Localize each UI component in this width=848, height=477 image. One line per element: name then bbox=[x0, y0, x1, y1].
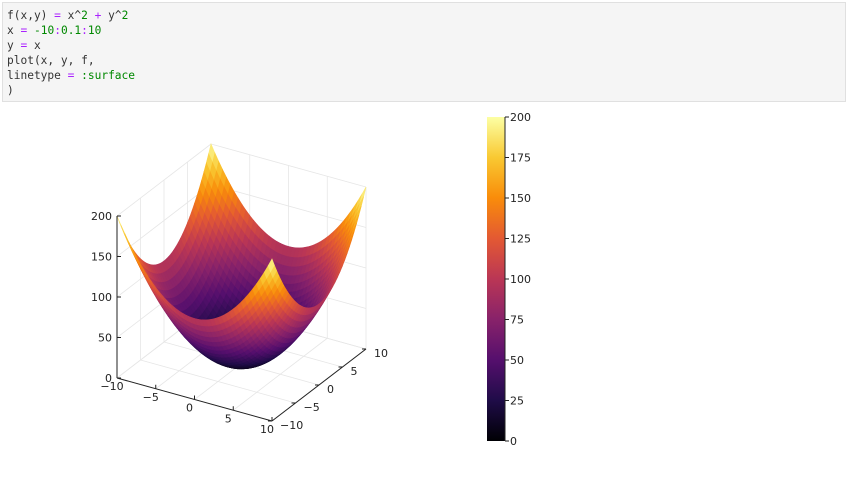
code-line-5: linetype = :surface bbox=[7, 68, 135, 83]
code-token: y bbox=[7, 39, 20, 52]
colorbar-tick-label: 125 bbox=[510, 233, 531, 246]
x-tick-label: 5 bbox=[225, 412, 232, 425]
colorbar: 0 25 50 75 100 125 150 175 200 bbox=[487, 111, 531, 448]
z-tick-label: 100 bbox=[91, 291, 112, 304]
code-token: : bbox=[54, 24, 61, 37]
y-tick-label: −10 bbox=[280, 419, 303, 432]
code-token: :surface bbox=[81, 69, 135, 82]
z-tick-label: 200 bbox=[91, 210, 112, 223]
x-tick-label: −5 bbox=[143, 391, 159, 404]
code-token: = bbox=[54, 9, 61, 22]
x-tick-label: 10 bbox=[260, 423, 274, 436]
colorbar-tick-label: 50 bbox=[510, 354, 524, 367]
code-token: linetype bbox=[7, 69, 68, 82]
z-tick-label: 50 bbox=[98, 332, 112, 345]
colorbar-tick-label: 150 bbox=[510, 192, 531, 205]
surface-mesh bbox=[117, 144, 366, 369]
surface-patch bbox=[360, 187, 366, 204]
code-token: x bbox=[27, 39, 40, 52]
grid-line bbox=[141, 360, 296, 403]
code-cell[interactable]: f(x,y) = x^2 + y^2 x = -10:0.1:10 y = x … bbox=[2, 2, 846, 102]
code-token: : bbox=[81, 24, 88, 37]
code-line-1: f(x,y) = x^2 + y^2 bbox=[7, 8, 128, 23]
code-token: 2 bbox=[81, 9, 88, 22]
code-line-6: ) bbox=[7, 83, 14, 98]
colorbar-tick-label: 0 bbox=[510, 435, 517, 448]
colorbar-gradient bbox=[487, 117, 505, 441]
code-line-4: plot(x, y, f, bbox=[7, 53, 95, 68]
colorbar-tick-label: 175 bbox=[510, 152, 531, 165]
code-token: -10 bbox=[34, 24, 54, 37]
y-tick-label: 5 bbox=[351, 365, 358, 378]
y-tick-label: −5 bbox=[304, 401, 320, 414]
x-tick-label: 0 bbox=[186, 402, 193, 415]
colorbar-tick-label: 100 bbox=[510, 273, 531, 286]
y-tick-label: 0 bbox=[327, 383, 334, 396]
code-token: 0.1 bbox=[61, 24, 81, 37]
code-token: x^ bbox=[61, 9, 81, 22]
x-tick-label: −10 bbox=[100, 380, 123, 393]
code-token bbox=[88, 9, 95, 22]
code-token: 2 bbox=[122, 9, 129, 22]
code-token: 10 bbox=[88, 24, 101, 37]
code-token bbox=[27, 24, 34, 37]
code-token: f(x,y) bbox=[7, 9, 54, 22]
code-token: plot(x, y, f, bbox=[7, 54, 95, 67]
code-token: ) bbox=[7, 84, 14, 97]
y-tick-label: 10 bbox=[374, 347, 388, 360]
code-token: x bbox=[7, 24, 20, 37]
code-line-3: y = x bbox=[7, 38, 41, 53]
code-line-2: x = -10:0.1:10 bbox=[7, 23, 101, 38]
colorbar-tick-label: 25 bbox=[510, 395, 524, 408]
code-token: y^ bbox=[101, 9, 121, 22]
z-tick-label: 0 bbox=[105, 372, 112, 385]
colorbar-tick-label: 200 bbox=[510, 111, 531, 124]
z-tick-label: 150 bbox=[91, 251, 112, 264]
colorbar-tick-label: 75 bbox=[510, 314, 524, 327]
